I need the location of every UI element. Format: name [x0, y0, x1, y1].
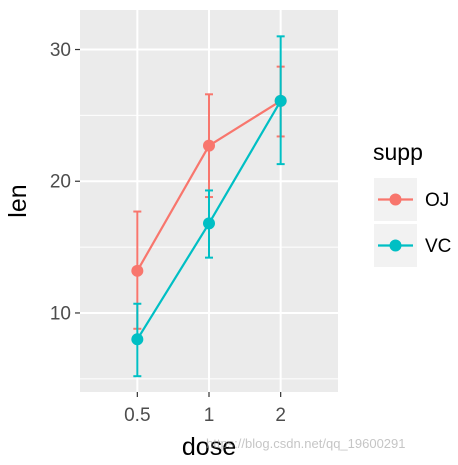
legend-key-point — [389, 193, 402, 206]
y-axis-title: len — [4, 184, 32, 217]
watermark: https://blog.csdn.net/qq_19600291 — [206, 436, 406, 451]
data-point — [131, 333, 144, 346]
legend-label: VC — [425, 236, 451, 257]
legend-label: OJ — [425, 190, 449, 211]
y-tick-label: 30 — [50, 40, 71, 61]
data-point — [203, 217, 215, 230]
x-tick-label: 2 — [275, 405, 286, 426]
legend-title: supp — [373, 139, 423, 165]
y-tick-label: 20 — [50, 172, 71, 193]
y-axis: 10 20 30 — [50, 40, 80, 324]
x-tick-label: 0.5 — [124, 405, 150, 426]
series-vc — [131, 35, 287, 378]
data-point — [203, 139, 215, 152]
x-tick-label: 1 — [204, 405, 215, 426]
x-axis-title: dose — [182, 433, 236, 461]
legend-item-oj: OJ — [374, 178, 449, 221]
legend-item-vc: VC — [374, 224, 451, 267]
legend: supp OJ VC — [373, 139, 451, 267]
x-axis: 0.5 1 2 — [124, 392, 286, 426]
y-tick-label: 10 — [50, 303, 71, 324]
legend-key-point — [389, 239, 402, 252]
data-point — [274, 94, 287, 107]
data-point — [131, 264, 144, 277]
series-layer — [131, 35, 287, 378]
